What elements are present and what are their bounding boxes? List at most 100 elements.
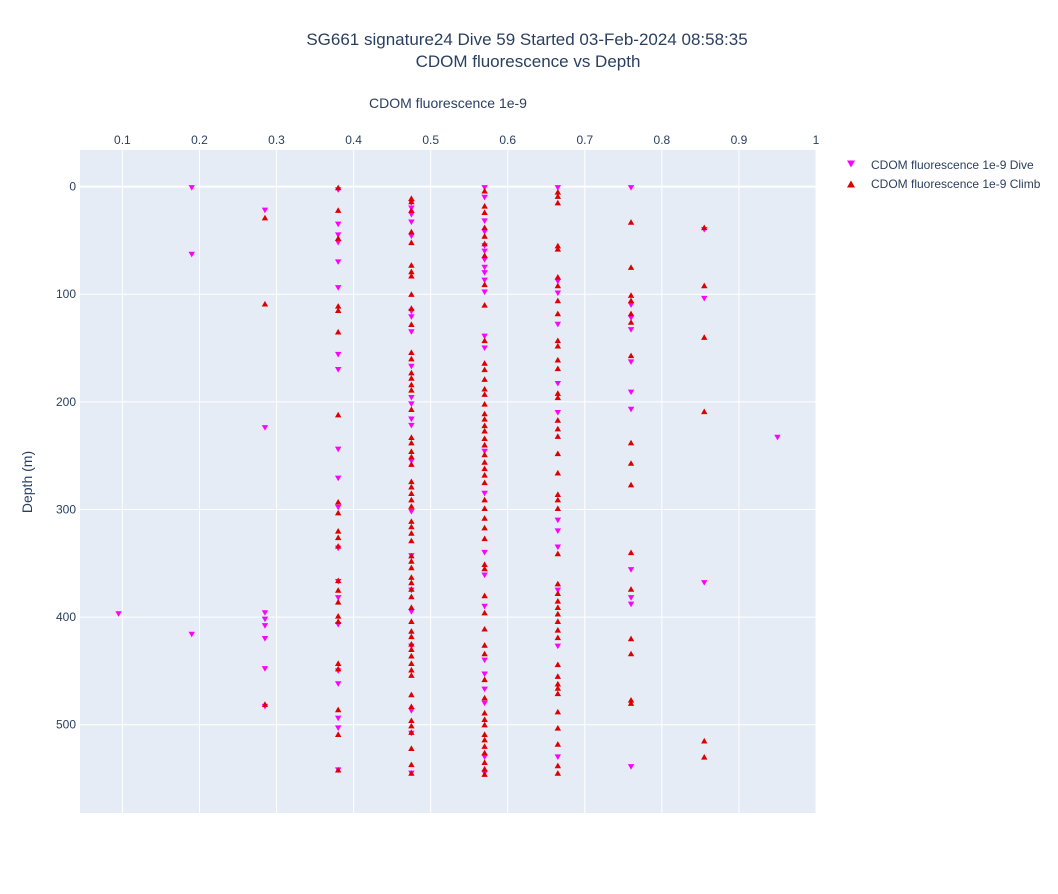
climb-point	[481, 515, 488, 521]
climb-point	[481, 650, 488, 657]
climb-point	[408, 729, 415, 735]
climb-point	[554, 469, 562, 476]
legend-label-dive: CDOM fluorescence 1e-9 Dive	[871, 158, 1034, 172]
climb-point	[481, 187, 488, 194]
dive-point	[188, 185, 195, 191]
climb-point	[554, 685, 562, 691]
x-tick-label: 0.7	[576, 133, 593, 147]
dive-point	[554, 528, 562, 535]
series-climb	[261, 184, 708, 777]
x-tick-label: 0.9	[731, 133, 748, 147]
climb-point	[627, 352, 635, 359]
climb-point	[554, 425, 562, 432]
climb-point	[481, 416, 488, 422]
climb-point	[627, 586, 635, 592]
data-points	[115, 184, 781, 777]
y-tick-label: 500	[56, 718, 76, 732]
climb-point	[408, 593, 415, 600]
dive-point	[334, 351, 342, 358]
legend-marker-climb	[847, 180, 855, 188]
dive-point	[627, 185, 635, 191]
climb-point	[481, 451, 488, 458]
climb-point	[481, 765, 488, 772]
x-tick-label: 0.2	[191, 133, 208, 147]
climb-point	[481, 771, 488, 777]
climb-point	[554, 188, 562, 195]
climb-point	[334, 328, 342, 335]
climb-point	[554, 580, 562, 587]
dive-point	[481, 277, 488, 284]
legend-item-climb[interactable]: CDOM fluorescence 1e-9 Climb	[847, 177, 1041, 191]
dive-point	[627, 764, 635, 770]
dive-point	[481, 270, 488, 276]
climb-point	[408, 369, 415, 376]
climb-point	[554, 193, 562, 199]
dive-point	[481, 257, 488, 263]
climb-point	[481, 366, 488, 373]
climb-point	[408, 406, 415, 412]
dive-point	[408, 509, 415, 515]
climb-point	[701, 408, 708, 415]
climb-point	[408, 375, 415, 381]
climb-point	[408, 523, 415, 530]
climb-point	[334, 207, 342, 213]
climb-point	[481, 459, 488, 465]
climb-point	[481, 721, 488, 728]
climb-point	[408, 268, 415, 275]
dive-point	[627, 327, 635, 333]
dive-point	[481, 345, 488, 352]
dive-point	[408, 394, 415, 401]
climb-point	[481, 759, 488, 766]
climb-point	[554, 634, 562, 641]
climb-point	[481, 565, 488, 572]
climb-point	[334, 660, 342, 666]
dive-point	[334, 446, 342, 453]
dive-point	[334, 366, 342, 373]
climb-point	[481, 716, 488, 722]
climb-point	[408, 666, 415, 673]
climb-point	[627, 219, 635, 225]
climb-point	[408, 195, 415, 202]
climb-point	[334, 543, 342, 549]
chart-title: SG661 signature24 Dive 59 Started 03-Feb…	[306, 30, 747, 49]
climb-point	[554, 394, 562, 401]
climb-point	[334, 618, 342, 625]
climb-point	[408, 483, 415, 490]
climb-point	[408, 628, 415, 634]
legend[interactable]: CDOM fluorescence 1e-9 Dive CDOM fluores…	[847, 158, 1041, 191]
climb-point	[554, 590, 562, 597]
climb-point	[627, 650, 635, 657]
dive-point	[261, 610, 269, 616]
dive-point	[188, 631, 195, 638]
dive-point	[627, 601, 635, 608]
dive-point	[554, 587, 562, 594]
dive-point	[334, 504, 342, 511]
climb-point	[554, 199, 562, 206]
x-tick-label: 0.8	[654, 133, 671, 147]
climb-point	[334, 184, 342, 191]
x-tick-label: 1	[813, 133, 820, 147]
climb-point	[408, 564, 415, 571]
climb-point	[408, 770, 415, 776]
legend-item-dive[interactable]: CDOM fluorescence 1e-9 Dive	[847, 158, 1034, 172]
climb-point	[627, 481, 635, 488]
dive-point	[261, 636, 269, 642]
y-tick-label: 400	[56, 610, 76, 624]
climb-point	[408, 355, 415, 362]
climb-point	[627, 297, 635, 304]
dive-point	[481, 248, 488, 255]
climb-point	[481, 233, 488, 239]
climb-point	[408, 305, 415, 311]
climb-point	[408, 503, 415, 509]
climb-point	[408, 461, 415, 467]
climb-point	[554, 618, 562, 625]
dive-point	[481, 194, 488, 201]
dive-point	[481, 754, 488, 761]
climb-point	[481, 427, 488, 434]
climb-point	[408, 198, 415, 205]
dive-point	[554, 321, 562, 328]
climb-point	[627, 310, 635, 317]
climb-point	[554, 604, 562, 611]
dive-point	[334, 681, 342, 687]
climb-point	[334, 731, 342, 738]
